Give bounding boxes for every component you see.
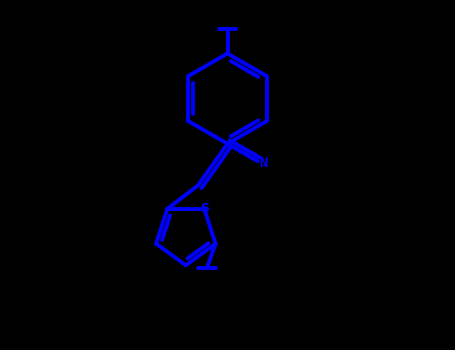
Text: S: S <box>200 202 209 215</box>
Text: N: N <box>260 156 268 170</box>
